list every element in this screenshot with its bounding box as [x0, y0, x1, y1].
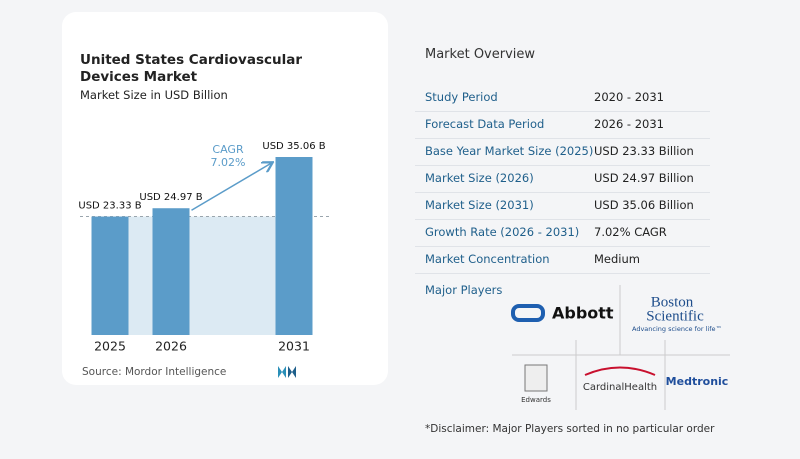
overview-title: Market Overview — [425, 47, 536, 62]
disclaimer: *Disclaimer: Major Players sorted in no … — [425, 423, 715, 435]
player-medtronic: Medtronic — [666, 375, 729, 388]
major-players-label: Major Players — [425, 283, 503, 297]
x-tick-label: 2026 — [155, 339, 187, 354]
edwards-logo — [524, 364, 548, 392]
row-separator — [415, 165, 710, 166]
row-value: USD 35.06 Billion — [594, 198, 694, 212]
row-separator — [415, 138, 710, 139]
row-value: 2020 - 2031 — [594, 90, 664, 104]
source: Source: Mordor Intelligence — [82, 366, 226, 378]
cardinal-logo — [584, 366, 656, 376]
chart-subtitle: Market Size in USD Billion — [80, 88, 228, 102]
player-cardinal: CardinalHealth — [583, 382, 657, 393]
row-separator — [415, 111, 710, 112]
row-label: Market Size (2031) — [425, 198, 534, 212]
x-tick-label: 2025 — [94, 339, 126, 354]
value-label: USD 35.06 B — [262, 141, 325, 152]
cagr-label: CAGR — [212, 143, 244, 156]
row-separator — [415, 219, 710, 220]
player-boston: Boston — [651, 294, 694, 310]
row-value: 7.02% CAGR — [594, 225, 667, 239]
row-value: 2026 - 2031 — [594, 117, 664, 131]
value-label: USD 24.97 B — [139, 192, 202, 203]
cagr-arrow — [191, 163, 272, 211]
row-label: Market Size (2026) — [425, 171, 534, 185]
row-label: Base Year Market Size (2025) — [425, 144, 594, 158]
chart-title: United States Cardiovascular Devices Mar… — [80, 52, 302, 85]
player-boston-tagline: Advancing science for life™ — [632, 325, 722, 333]
player-scientific: Scientific — [646, 308, 704, 324]
row-value: USD 23.33 Billion — [594, 144, 694, 158]
row-value: USD 24.97 Billion — [594, 171, 694, 185]
bar — [91, 216, 129, 335]
abbott-logo — [511, 304, 545, 322]
value-label: USD 23.33 B — [78, 201, 141, 212]
player-edwards: Edwards — [521, 396, 551, 404]
row-separator — [415, 273, 710, 274]
row-label: Forecast Data Period — [425, 117, 545, 131]
bar — [275, 157, 313, 335]
bar — [152, 208, 190, 335]
row-label: Study Period — [425, 90, 498, 104]
row-label: Market Concentration — [425, 252, 550, 266]
player-abbott: Abbott — [552, 304, 614, 323]
x-tick-label: 2031 — [278, 339, 310, 354]
source-logo — [278, 366, 296, 378]
row-value: Medium — [594, 252, 640, 266]
row-separator — [415, 246, 710, 247]
baseline-band — [128, 216, 276, 335]
logo-grid — [512, 285, 730, 410]
cagr-value: 7.02% — [211, 156, 246, 169]
row-separator — [415, 192, 710, 193]
row-label: Growth Rate (2026 - 2031) — [425, 225, 580, 239]
